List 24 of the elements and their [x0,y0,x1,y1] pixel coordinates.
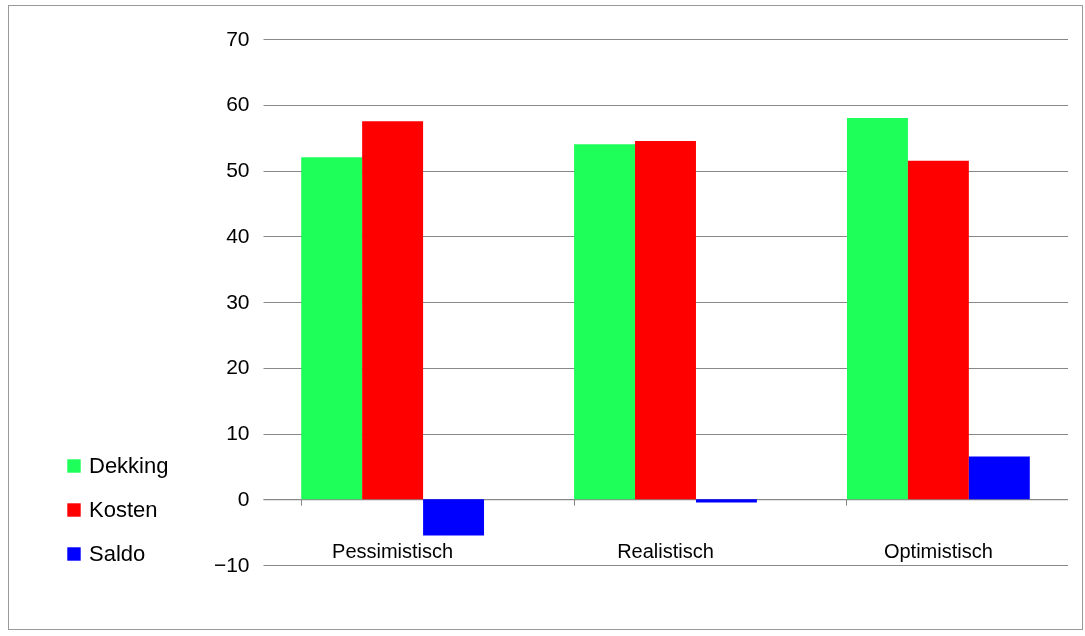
bar [695,499,757,503]
x-tick-label: Optimistisch [883,539,993,562]
bar [846,117,908,500]
legend-label: Kosten [89,497,158,522]
bar [907,160,969,500]
y-tick-label: 30 [226,289,250,313]
y-tick-label: 40 [226,223,250,247]
bar [301,157,363,500]
y-tick-label: 50 [226,158,250,181]
bar [423,499,485,536]
legend-label: Saldo [89,541,146,566]
y-tick-label: 60 [226,92,250,116]
y-tick-label: 20 [226,355,250,379]
bar [968,456,1030,500]
y-tick-label: 0 [237,486,250,510]
bar [574,144,636,500]
y-tick-label: 70 [226,26,250,50]
y-tick-label: 10 [226,421,250,444]
bar [635,140,696,500]
y-tick-label: −10 [213,552,250,576]
bar [362,121,424,500]
x-tick-label: Realistisch [617,539,714,562]
legend-label: Dekking [89,453,169,478]
x-tick-label: Pessimistisch [332,539,454,562]
